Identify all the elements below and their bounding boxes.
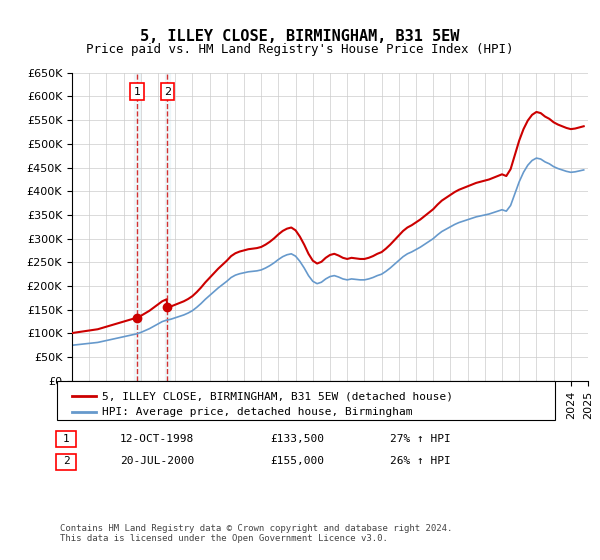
Text: 27% ↑ HPI: 27% ↑ HPI xyxy=(390,434,451,444)
Text: £133,500: £133,500 xyxy=(270,434,324,444)
Text: HPI: Average price, detached house, Birmingham: HPI: Average price, detached house, Birm… xyxy=(102,407,413,417)
Text: Contains HM Land Registry data © Crown copyright and database right 2024.
This d: Contains HM Land Registry data © Crown c… xyxy=(60,524,452,543)
Text: £155,000: £155,000 xyxy=(270,456,324,466)
Text: 1: 1 xyxy=(62,434,70,444)
Text: 26% ↑ HPI: 26% ↑ HPI xyxy=(390,456,451,466)
Text: 1: 1 xyxy=(134,87,140,97)
Bar xyxy=(165,73,170,381)
Text: 5, ILLEY CLOSE, BIRMINGHAM, B31 5EW: 5, ILLEY CLOSE, BIRMINGHAM, B31 5EW xyxy=(140,29,460,44)
Bar xyxy=(134,73,140,381)
Text: 5, ILLEY CLOSE, BIRMINGHAM, B31 5EW (detached house): 5, ILLEY CLOSE, BIRMINGHAM, B31 5EW (det… xyxy=(102,391,453,402)
Text: 12-OCT-1998: 12-OCT-1998 xyxy=(120,434,194,444)
Text: 20-JUL-2000: 20-JUL-2000 xyxy=(120,456,194,466)
Text: 2: 2 xyxy=(62,456,70,466)
Text: 2: 2 xyxy=(164,87,171,97)
Text: Price paid vs. HM Land Registry's House Price Index (HPI): Price paid vs. HM Land Registry's House … xyxy=(86,43,514,56)
